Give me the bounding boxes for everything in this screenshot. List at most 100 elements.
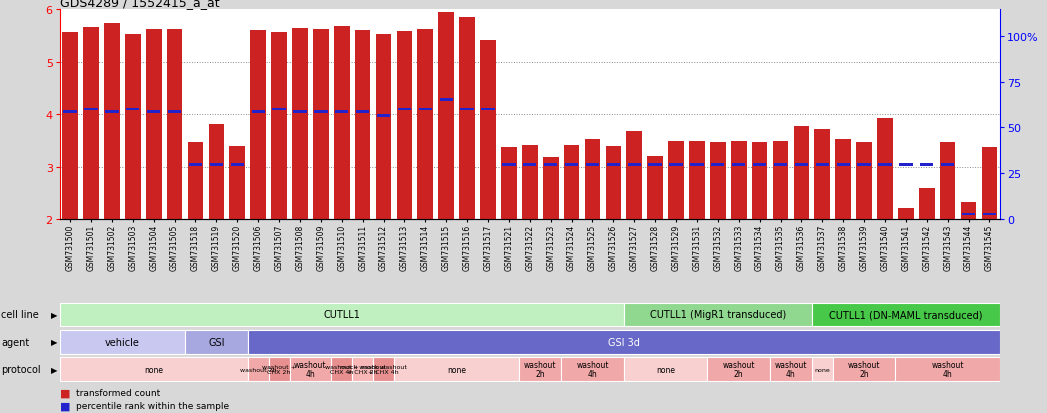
Text: washout
2h: washout 2h [524,360,556,379]
Text: mock washout
+ CHX 4h: mock washout + CHX 4h [360,364,406,375]
Bar [770,357,811,381]
Bar [482,108,494,111]
Bar [85,108,97,111]
Bar [376,35,392,220]
Bar [331,357,352,381]
Bar [899,163,913,166]
Bar [147,111,160,114]
Bar [690,163,704,166]
Bar [708,357,770,381]
Text: washout
4h: washout 4h [294,360,327,379]
Text: ▶: ▶ [51,310,58,319]
Bar [440,99,453,102]
Bar [832,357,895,381]
Bar [982,147,998,220]
Bar [460,18,475,220]
Text: none: none [447,365,466,374]
Bar [314,111,328,114]
Bar [563,145,579,220]
Bar [293,111,307,114]
Text: GDS4289 / 1552415_a_at: GDS4289 / 1552415_a_at [60,0,219,9]
Bar [62,33,77,220]
Bar [146,30,161,220]
Bar [606,163,620,166]
Bar [584,140,600,220]
Bar [356,111,370,114]
Bar [248,357,269,381]
Bar [503,163,515,166]
Text: none: none [815,367,830,372]
Bar [394,357,519,381]
Bar [815,130,830,220]
Bar [753,163,766,166]
Text: washout
4h: washout 4h [576,360,608,379]
Bar [710,142,726,220]
Text: cell line: cell line [1,310,39,320]
Bar [983,213,996,216]
Bar [230,163,244,166]
Bar [397,32,413,220]
Text: washout
4h: washout 4h [775,360,807,379]
Bar [104,24,119,220]
Bar [208,124,224,220]
Text: transformed count: transformed count [76,388,160,397]
Bar [313,30,329,220]
Bar [711,163,725,166]
Bar [398,108,411,111]
Bar [794,126,809,220]
Bar [125,35,140,220]
Text: washout
4h: washout 4h [932,360,964,379]
Text: ■: ■ [60,400,70,410]
Bar [185,330,248,354]
Bar [689,141,705,220]
Text: CUTLL1: CUTLL1 [324,310,360,320]
Bar [187,142,203,220]
Bar [774,163,787,166]
Bar [857,163,871,166]
Bar [461,108,473,111]
Bar [624,357,708,381]
Bar [522,145,537,220]
Bar [519,357,561,381]
Bar [373,357,394,381]
Text: vehicle: vehicle [105,337,140,347]
Bar [64,111,76,114]
Bar [732,163,745,166]
Bar [961,203,977,220]
Bar [795,163,808,166]
Bar [355,31,371,220]
Bar [248,330,1000,354]
Bar [60,357,248,381]
Bar [60,303,624,327]
Bar [877,119,893,220]
Bar [250,31,266,220]
Bar [60,330,185,354]
Text: ▶: ▶ [51,365,58,374]
Bar [418,30,433,220]
Bar [352,357,373,381]
Text: washout
2h: washout 2h [722,360,755,379]
Bar [106,111,118,114]
Bar [836,140,851,220]
Bar [731,141,747,220]
Bar [895,357,1000,381]
Text: washout 2h: washout 2h [240,367,276,372]
Bar [773,141,788,220]
Bar [856,142,872,220]
Bar [439,13,454,220]
Bar [292,28,308,220]
Bar [626,132,642,220]
Text: percentile rank within the sample: percentile rank within the sample [76,401,229,410]
Text: none: none [656,365,675,374]
Bar [647,157,663,220]
Bar [624,303,811,327]
Bar [941,163,954,166]
Bar [586,163,599,166]
Bar [668,141,684,220]
Bar [126,108,139,111]
Bar [627,163,641,166]
Bar [542,158,558,220]
Bar [335,111,349,114]
Bar [419,108,432,111]
Bar [816,163,829,166]
